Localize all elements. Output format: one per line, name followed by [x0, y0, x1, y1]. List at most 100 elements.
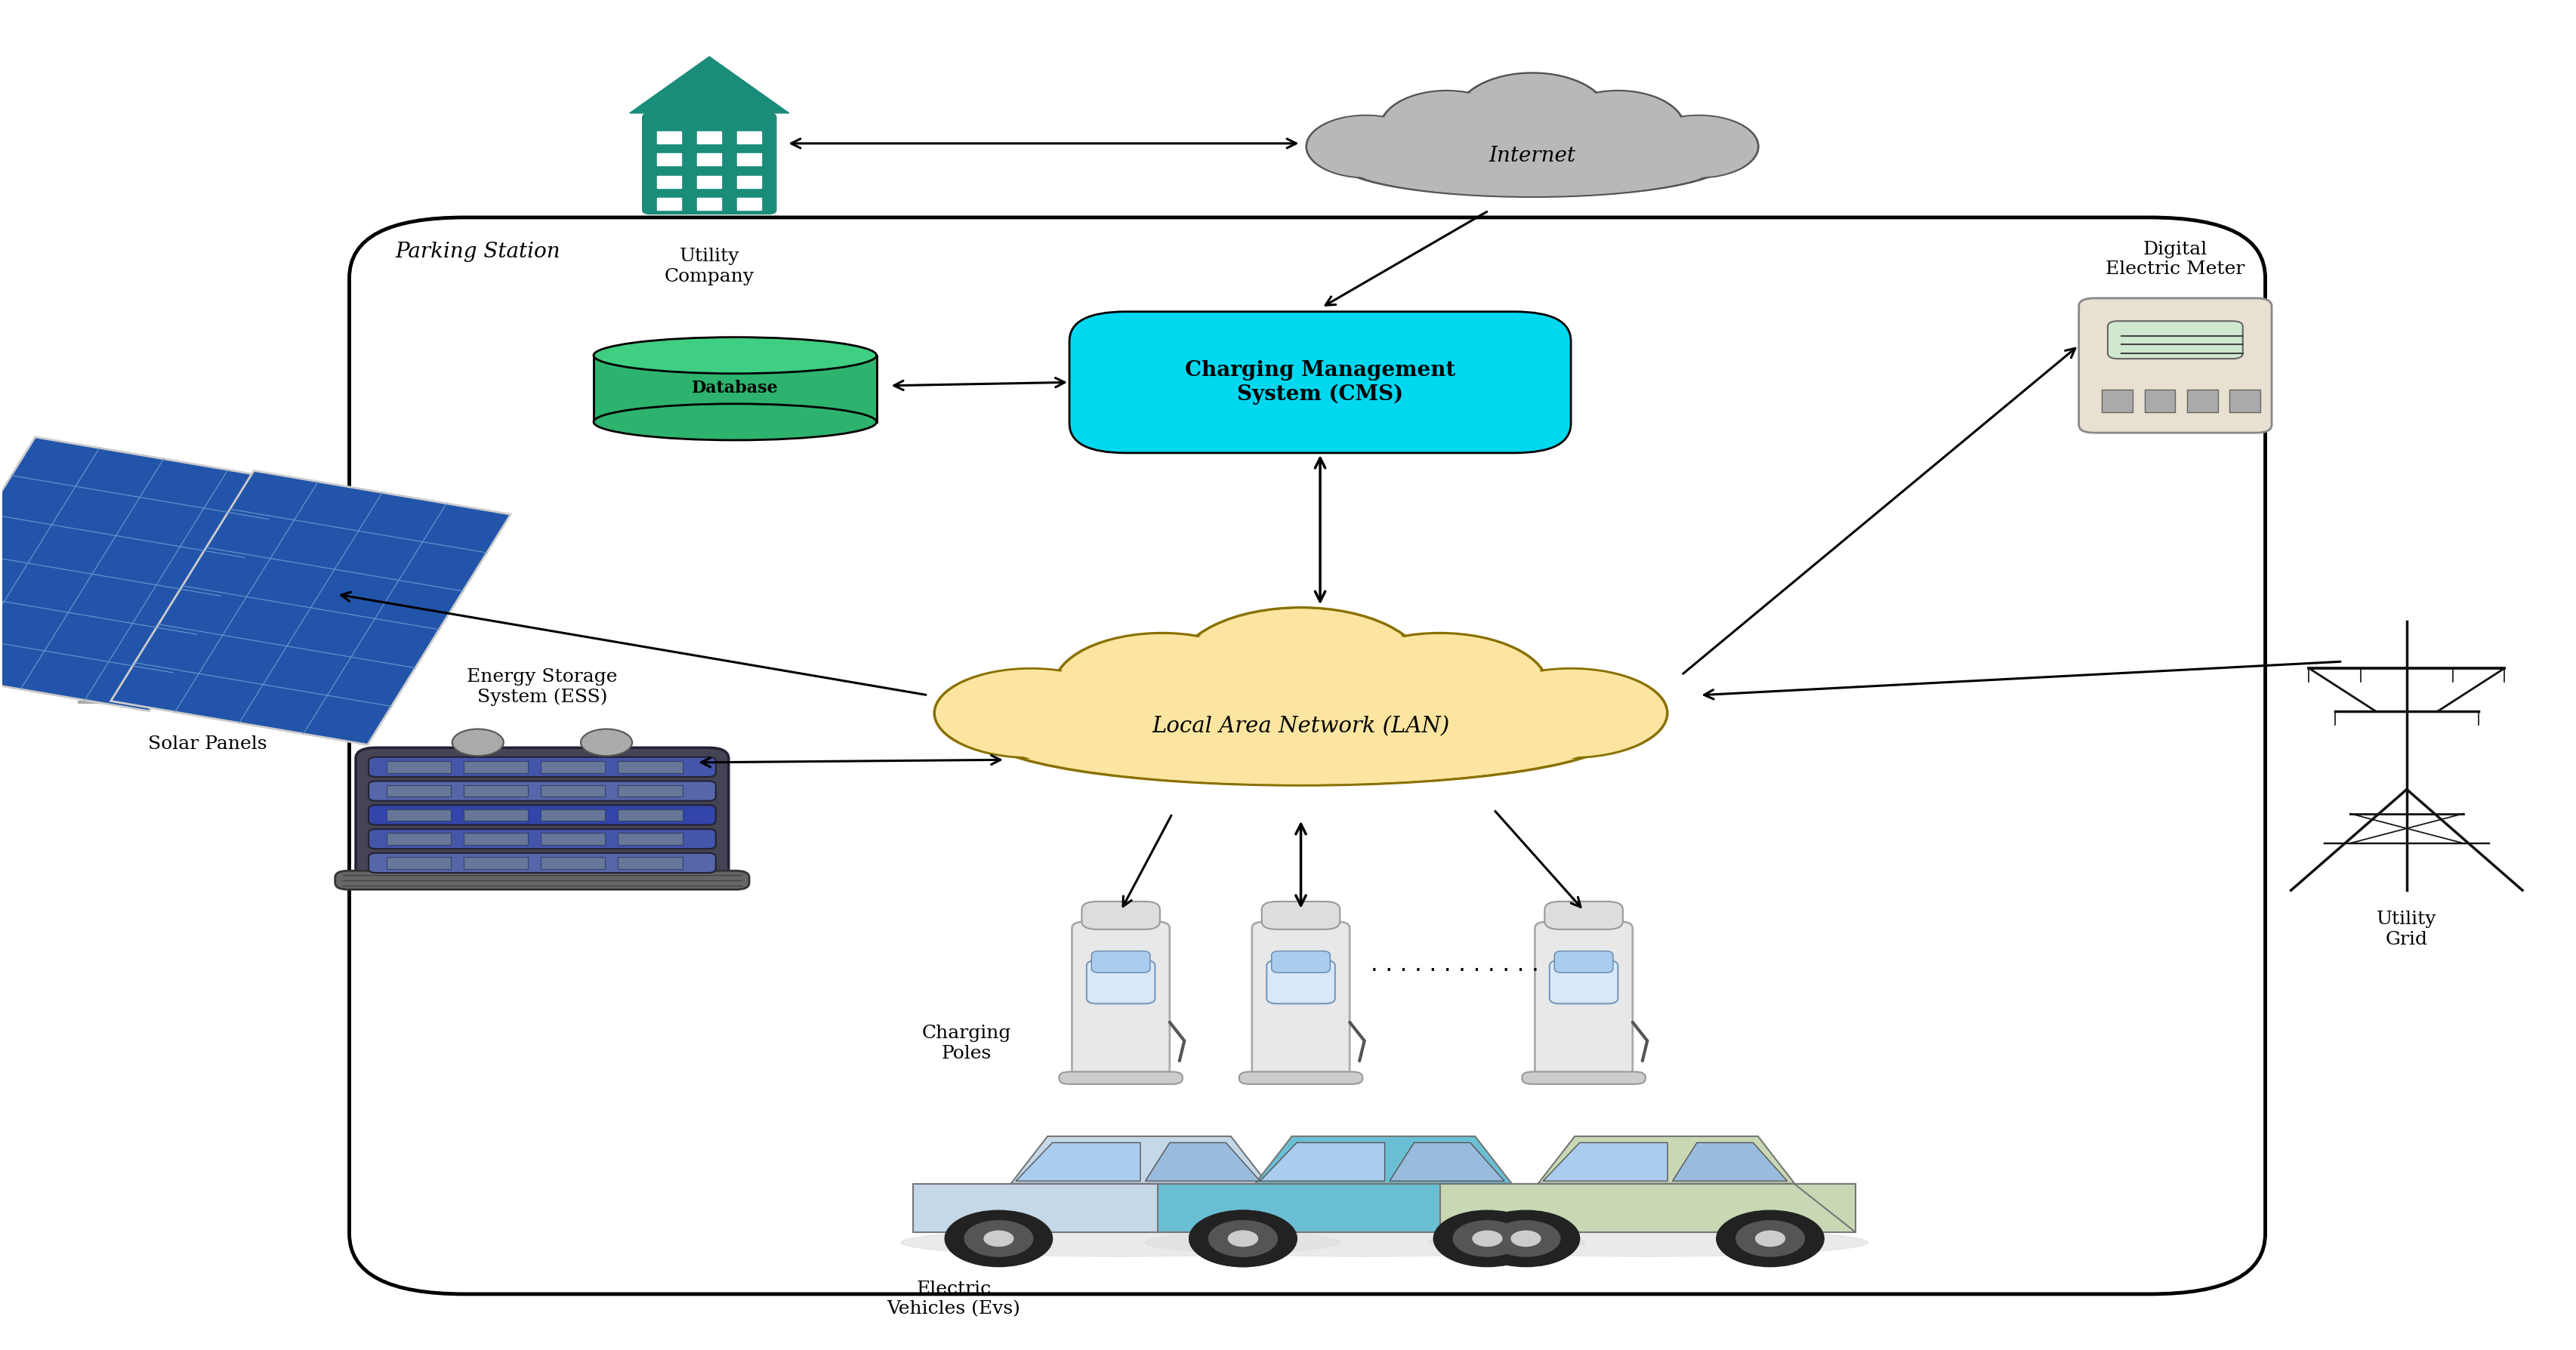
- Polygon shape: [0, 437, 291, 711]
- Circle shape: [1453, 1220, 1522, 1257]
- Polygon shape: [1146, 1142, 1260, 1181]
- Circle shape: [580, 729, 631, 756]
- FancyBboxPatch shape: [368, 853, 716, 873]
- Ellipse shape: [1306, 116, 1425, 177]
- Polygon shape: [1267, 1184, 1329, 1233]
- Ellipse shape: [1638, 116, 1759, 177]
- FancyBboxPatch shape: [541, 809, 605, 821]
- Circle shape: [1757, 1231, 1785, 1246]
- Ellipse shape: [1553, 92, 1682, 163]
- FancyBboxPatch shape: [1262, 902, 1340, 929]
- Polygon shape: [1255, 1137, 1512, 1184]
- FancyBboxPatch shape: [541, 833, 605, 845]
- Circle shape: [1473, 1231, 1502, 1246]
- FancyBboxPatch shape: [541, 857, 605, 869]
- FancyBboxPatch shape: [368, 782, 716, 801]
- Ellipse shape: [1473, 668, 1667, 757]
- Circle shape: [945, 1211, 1054, 1266]
- FancyBboxPatch shape: [1069, 312, 1571, 454]
- Ellipse shape: [1342, 128, 1721, 196]
- Ellipse shape: [1427, 1228, 1868, 1257]
- FancyBboxPatch shape: [335, 871, 750, 890]
- Ellipse shape: [592, 338, 876, 374]
- Text: Electric
Vehicles (Evs): Electric Vehicles (Evs): [886, 1281, 1020, 1318]
- FancyBboxPatch shape: [541, 786, 605, 796]
- FancyBboxPatch shape: [368, 805, 716, 825]
- Ellipse shape: [1458, 74, 1607, 157]
- Ellipse shape: [994, 687, 1607, 784]
- FancyBboxPatch shape: [386, 809, 451, 821]
- Ellipse shape: [1334, 634, 1546, 738]
- Text: Charging Management
System (CMS): Charging Management System (CMS): [1185, 360, 1455, 405]
- Circle shape: [963, 1220, 1033, 1257]
- Polygon shape: [1388, 1142, 1504, 1181]
- Circle shape: [453, 729, 502, 756]
- Polygon shape: [1015, 1142, 1141, 1181]
- FancyBboxPatch shape: [1553, 950, 1613, 973]
- Text: Solar Panels: Solar Panels: [149, 736, 268, 753]
- FancyBboxPatch shape: [1252, 922, 1350, 1076]
- FancyBboxPatch shape: [592, 355, 876, 423]
- Ellipse shape: [1056, 634, 1267, 738]
- FancyBboxPatch shape: [355, 748, 729, 883]
- Polygon shape: [111, 471, 510, 745]
- Circle shape: [1716, 1211, 1824, 1266]
- Ellipse shape: [1381, 90, 1512, 165]
- FancyBboxPatch shape: [657, 176, 680, 188]
- Polygon shape: [1538, 1137, 1795, 1184]
- Ellipse shape: [938, 670, 1123, 756]
- Polygon shape: [912, 1184, 1329, 1233]
- Ellipse shape: [984, 686, 1618, 786]
- Polygon shape: [629, 57, 788, 113]
- Ellipse shape: [1551, 90, 1685, 165]
- Text: Internet: Internet: [1489, 146, 1577, 166]
- FancyBboxPatch shape: [368, 757, 716, 776]
- FancyBboxPatch shape: [1535, 922, 1633, 1076]
- FancyBboxPatch shape: [1267, 960, 1334, 1003]
- Ellipse shape: [1641, 116, 1757, 177]
- Ellipse shape: [1479, 670, 1664, 756]
- Circle shape: [1471, 1211, 1579, 1266]
- Ellipse shape: [1309, 116, 1425, 177]
- FancyBboxPatch shape: [464, 809, 528, 821]
- FancyBboxPatch shape: [386, 786, 451, 796]
- Circle shape: [984, 1231, 1012, 1246]
- Circle shape: [1229, 1231, 1257, 1246]
- Ellipse shape: [1182, 609, 1419, 728]
- Circle shape: [1229, 1231, 1257, 1246]
- Circle shape: [1736, 1220, 1803, 1257]
- FancyBboxPatch shape: [618, 761, 683, 772]
- FancyBboxPatch shape: [657, 154, 680, 166]
- FancyBboxPatch shape: [737, 198, 762, 211]
- FancyBboxPatch shape: [368, 829, 716, 849]
- FancyBboxPatch shape: [1551, 960, 1618, 1003]
- FancyBboxPatch shape: [618, 786, 683, 796]
- FancyBboxPatch shape: [464, 857, 528, 869]
- Ellipse shape: [1054, 633, 1270, 740]
- Polygon shape: [1795, 1184, 1855, 1233]
- FancyBboxPatch shape: [737, 154, 762, 166]
- FancyBboxPatch shape: [464, 833, 528, 845]
- FancyBboxPatch shape: [2228, 390, 2259, 413]
- FancyBboxPatch shape: [737, 131, 762, 143]
- Circle shape: [1208, 1220, 1278, 1257]
- FancyBboxPatch shape: [464, 786, 528, 796]
- FancyBboxPatch shape: [386, 833, 451, 845]
- FancyBboxPatch shape: [541, 761, 605, 772]
- Ellipse shape: [592, 404, 876, 440]
- FancyBboxPatch shape: [2143, 390, 2174, 413]
- Text: Local Area Network (LAN): Local Area Network (LAN): [1151, 716, 1450, 737]
- Text: Parking Station: Parking Station: [397, 242, 562, 262]
- Text: Digital
Electric Meter: Digital Electric Meter: [2105, 240, 2244, 278]
- FancyBboxPatch shape: [657, 131, 680, 143]
- FancyBboxPatch shape: [1059, 1072, 1182, 1084]
- FancyBboxPatch shape: [1522, 1072, 1646, 1084]
- FancyBboxPatch shape: [1082, 902, 1159, 929]
- FancyBboxPatch shape: [1072, 922, 1170, 1076]
- FancyBboxPatch shape: [1273, 950, 1329, 973]
- FancyBboxPatch shape: [698, 131, 721, 143]
- FancyBboxPatch shape: [698, 176, 721, 188]
- Circle shape: [1435, 1211, 1540, 1266]
- Polygon shape: [1440, 1184, 1855, 1233]
- FancyBboxPatch shape: [698, 154, 721, 166]
